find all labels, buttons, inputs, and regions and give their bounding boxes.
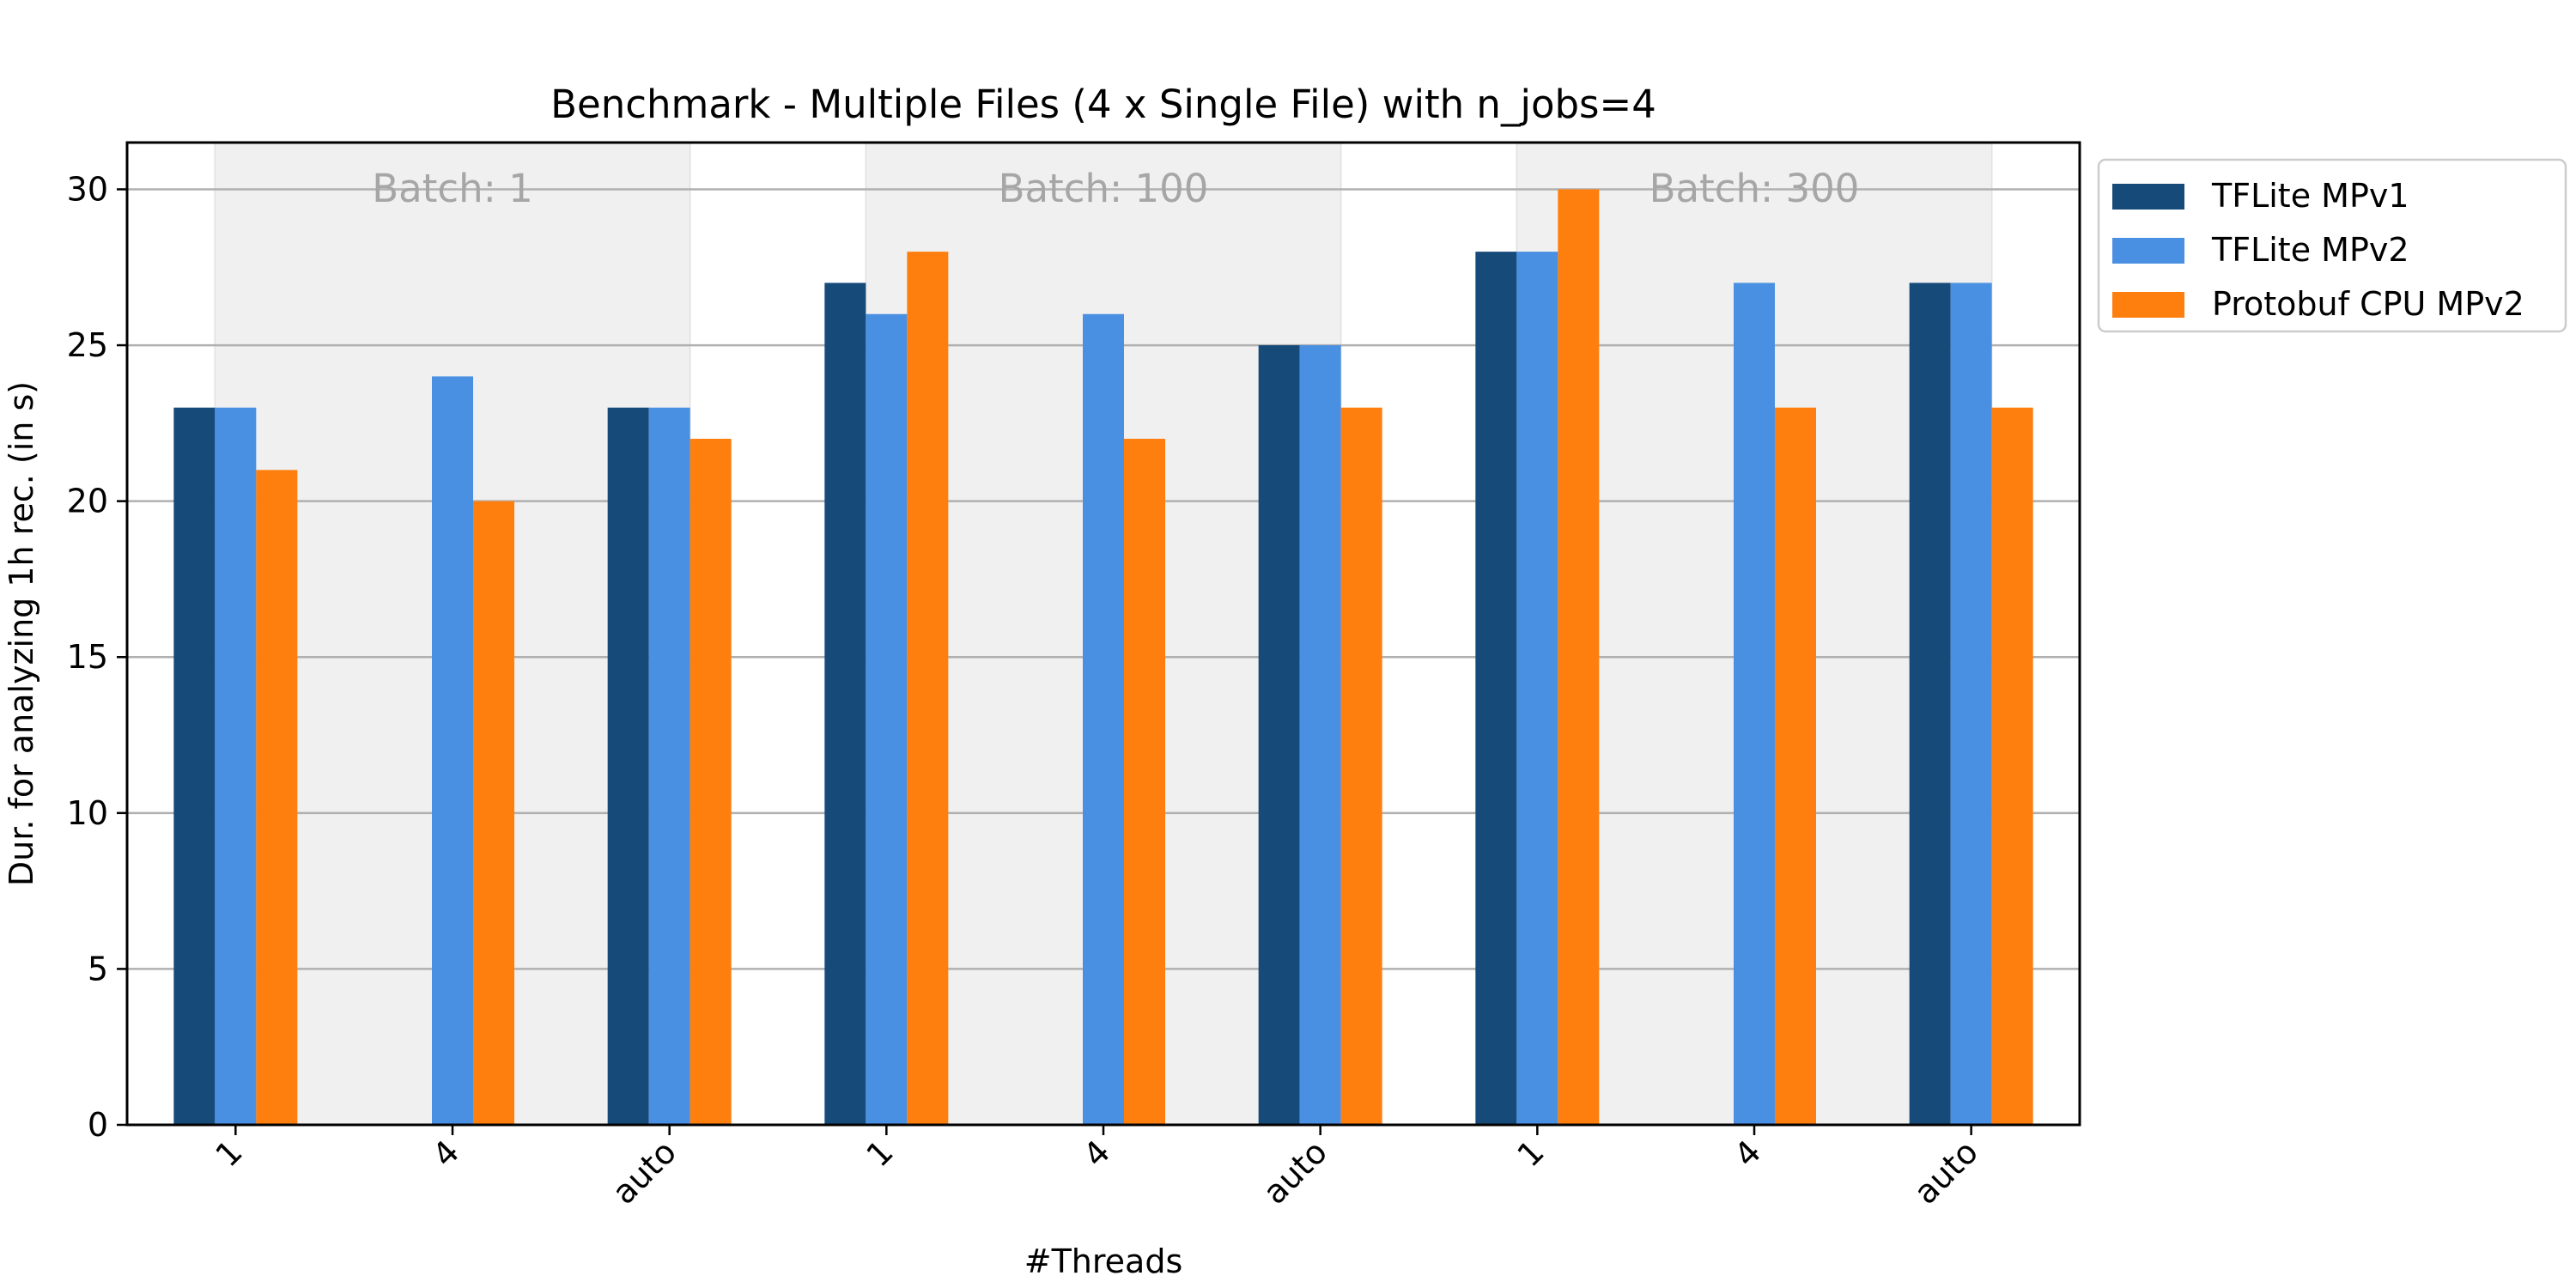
legend-swatch-2 (2112, 238, 2184, 264)
y-tick-label-0: 0 (88, 1106, 108, 1144)
x-tick-label-4: 1 (859, 1133, 900, 1174)
bars (173, 189, 2033, 1126)
bar-2-8 (1734, 283, 1775, 1125)
legend-label-1: TFLite MPv1 (2211, 177, 2409, 215)
x-axis-ticks: 1 4 auto 1 4 auto 1 4 auto (208, 1125, 1985, 1212)
y-axis-ticks: 0 5 10 15 20 25 30 (67, 170, 127, 1144)
bar-2-9 (1950, 283, 1992, 1125)
batch-labels: Batch: 1 Batch: 100 Batch: 300 (372, 166, 1859, 211)
batch-label-3: Batch: 300 (1649, 166, 1860, 211)
y-tick-label-5: 5 (88, 950, 108, 987)
bar-3-3 (690, 439, 732, 1125)
chart-title: Benchmark - Multiple Files (4 x Single F… (550, 82, 1656, 127)
y-tick-label-15: 15 (67, 638, 108, 676)
legend-swatch-1 (2112, 184, 2184, 210)
bar-1-3 (607, 407, 649, 1125)
legend-box (2097, 158, 2567, 333)
x-tick-label-2: 4 (425, 1133, 466, 1174)
bar-2-3 (648, 407, 690, 1125)
bar-3-8 (1775, 407, 1816, 1125)
bar-2-1 (215, 407, 257, 1125)
bar-1-1 (173, 407, 216, 1125)
bar-2-4 (866, 313, 908, 1125)
x-tick-label-1: 1 (208, 1133, 249, 1174)
bar-2-5 (1083, 313, 1124, 1125)
legend: TFLite MPv1 TFLite MPv2 Protobuf CPU MPv2 (2097, 158, 2567, 333)
x-tick-label-7: 1 (1510, 1133, 1551, 1174)
bar-3-1 (256, 470, 298, 1125)
bar-1-6 (1258, 345, 1300, 1126)
bar-3-6 (1340, 407, 1382, 1125)
x-tick-label-3: auto (605, 1133, 683, 1212)
bar-1-7 (1475, 252, 1517, 1126)
bar-1-4 (824, 283, 866, 1125)
x-tick-label-9: auto (1906, 1133, 1985, 1212)
y-tick-label-25: 25 (67, 326, 108, 364)
x-tick-label-8: 4 (1727, 1133, 1768, 1174)
x-tick-label-6: auto (1255, 1133, 1334, 1212)
bar-3-4 (907, 252, 949, 1126)
batch-label-1: Batch: 1 (372, 166, 532, 211)
legend-swatch-3 (2112, 292, 2184, 318)
bar-2-6 (1299, 345, 1341, 1126)
bar-3-5 (1124, 439, 1165, 1125)
bar-3-2 (473, 501, 514, 1125)
legend-label-2: TFLite MPv2 (2211, 231, 2409, 269)
bar-2-2 (432, 376, 473, 1125)
batch-label-2: Batch: 100 (999, 166, 1209, 211)
y-axis-label: Dur. for analyzing 1h rec. (in s) (3, 381, 40, 886)
bar-1-9 (1909, 283, 1951, 1125)
y-tick-label-20: 20 (67, 483, 108, 520)
x-axis-label: #Threads (1024, 1242, 1183, 1280)
y-tick-label-10: 10 (67, 794, 108, 832)
y-tick-label-30: 30 (67, 170, 108, 208)
x-tick-label-5: 4 (1076, 1133, 1117, 1174)
bar-3-7 (1558, 189, 1600, 1125)
bar-3-9 (1991, 407, 2033, 1125)
bar-2-7 (1516, 252, 1558, 1126)
legend-label-3: Protobuf CPU MPv2 (2212, 285, 2524, 323)
